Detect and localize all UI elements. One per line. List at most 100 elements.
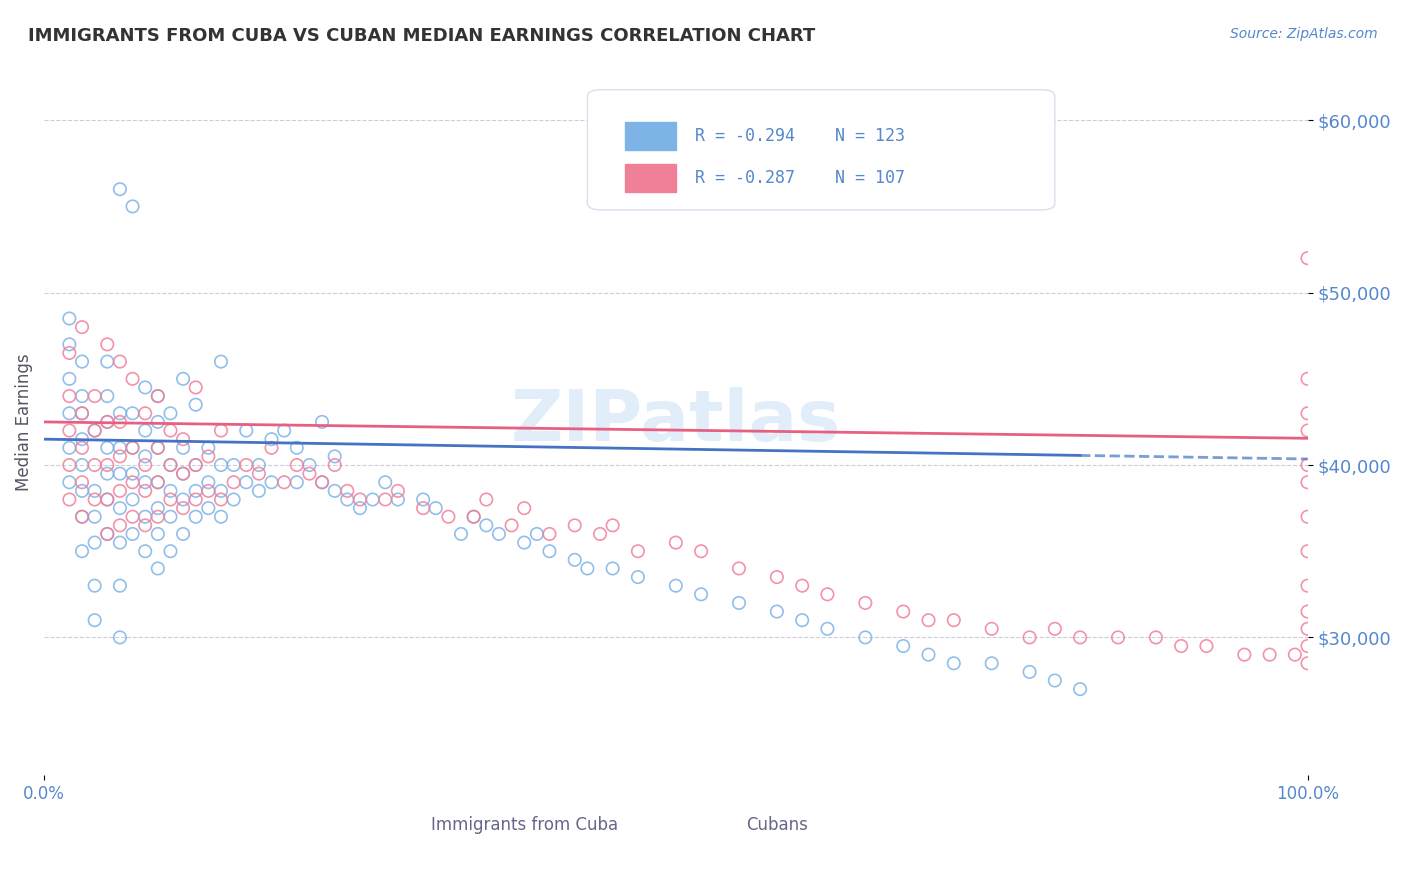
Cubans: [1296, 475, 1319, 490]
Cubans: [184, 380, 207, 394]
Cubans: [146, 441, 169, 455]
Immigrants from Cuba: [96, 415, 118, 429]
Cubans: [1296, 544, 1319, 558]
Cubans: [942, 613, 965, 627]
Cubans: [501, 518, 523, 533]
Bar: [398, 814, 436, 836]
Cubans: [121, 509, 143, 524]
Cubans: [1258, 648, 1281, 662]
Immigrants from Cuba: [298, 458, 321, 472]
Text: Immigrants from Cuba: Immigrants from Cuba: [430, 816, 617, 834]
Immigrants from Cuba: [222, 458, 245, 472]
Immigrants from Cuba: [247, 483, 270, 498]
Cubans: [146, 509, 169, 524]
Immigrants from Cuba: [209, 483, 232, 498]
Cubans: [159, 424, 181, 438]
Cubans: [96, 527, 118, 541]
Immigrants from Cuba: [58, 311, 80, 326]
Immigrants from Cuba: [159, 483, 181, 498]
Immigrants from Cuba: [83, 509, 105, 524]
Cubans: [108, 450, 131, 464]
Immigrants from Cuba: [146, 415, 169, 429]
Cubans: [96, 337, 118, 351]
Immigrants from Cuba: [387, 492, 409, 507]
Cubans: [1296, 605, 1319, 619]
Immigrants from Cuba: [374, 475, 396, 490]
Cubans: [602, 518, 624, 533]
Cubans: [96, 492, 118, 507]
Immigrants from Cuba: [917, 648, 939, 662]
Immigrants from Cuba: [58, 406, 80, 420]
Immigrants from Cuba: [108, 406, 131, 420]
Cubans: [209, 424, 232, 438]
Immigrants from Cuba: [273, 424, 295, 438]
Immigrants from Cuba: [488, 527, 510, 541]
Cubans: [58, 389, 80, 403]
Immigrants from Cuba: [121, 527, 143, 541]
Immigrants from Cuba: [463, 509, 485, 524]
Cubans: [70, 475, 93, 490]
Immigrants from Cuba: [83, 613, 105, 627]
Cubans: [349, 492, 371, 507]
Cubans: [134, 406, 156, 420]
Cubans: [538, 527, 561, 541]
Immigrants from Cuba: [792, 613, 814, 627]
Immigrants from Cuba: [146, 389, 169, 403]
Immigrants from Cuba: [311, 415, 333, 429]
Immigrants from Cuba: [121, 492, 143, 507]
Cubans: [134, 458, 156, 472]
Immigrants from Cuba: [412, 492, 434, 507]
Cubans: [172, 467, 194, 481]
Immigrants from Cuba: [134, 509, 156, 524]
Cubans: [172, 432, 194, 446]
Immigrants from Cuba: [146, 561, 169, 575]
Cubans: [323, 458, 346, 472]
Immigrants from Cuba: [70, 483, 93, 498]
Cubans: [1296, 458, 1319, 472]
Text: R = -0.287    N = 107: R = -0.287 N = 107: [695, 169, 905, 187]
Immigrants from Cuba: [184, 458, 207, 472]
Immigrants from Cuba: [172, 467, 194, 481]
Cubans: [1296, 639, 1319, 653]
Immigrants from Cuba: [121, 441, 143, 455]
Cubans: [589, 527, 612, 541]
Cubans: [387, 483, 409, 498]
Cubans: [184, 492, 207, 507]
Immigrants from Cuba: [853, 631, 876, 645]
Immigrants from Cuba: [121, 406, 143, 420]
Immigrants from Cuba: [108, 579, 131, 593]
Immigrants from Cuba: [159, 458, 181, 472]
Cubans: [108, 518, 131, 533]
Cubans: [235, 458, 257, 472]
Y-axis label: Median Earnings: Median Earnings: [15, 353, 32, 491]
Immigrants from Cuba: [235, 424, 257, 438]
Immigrants from Cuba: [108, 441, 131, 455]
Cubans: [374, 492, 396, 507]
Immigrants from Cuba: [260, 432, 283, 446]
Cubans: [1296, 406, 1319, 420]
Cubans: [1284, 648, 1306, 662]
Cubans: [121, 372, 143, 386]
Cubans: [121, 475, 143, 490]
Immigrants from Cuba: [70, 458, 93, 472]
Immigrants from Cuba: [285, 475, 308, 490]
Immigrants from Cuba: [134, 450, 156, 464]
Cubans: [222, 475, 245, 490]
Immigrants from Cuba: [159, 406, 181, 420]
Cubans: [766, 570, 789, 584]
Immigrants from Cuba: [108, 501, 131, 516]
Cubans: [172, 501, 194, 516]
Cubans: [83, 492, 105, 507]
Immigrants from Cuba: [172, 372, 194, 386]
Cubans: [197, 450, 219, 464]
Immigrants from Cuba: [815, 622, 838, 636]
Immigrants from Cuba: [1043, 673, 1066, 688]
Immigrants from Cuba: [146, 475, 169, 490]
Cubans: [184, 458, 207, 472]
Cubans: [891, 605, 914, 619]
Cubans: [665, 535, 688, 549]
Cubans: [1233, 648, 1256, 662]
Cubans: [513, 501, 536, 516]
Cubans: [58, 346, 80, 360]
Cubans: [690, 544, 713, 558]
